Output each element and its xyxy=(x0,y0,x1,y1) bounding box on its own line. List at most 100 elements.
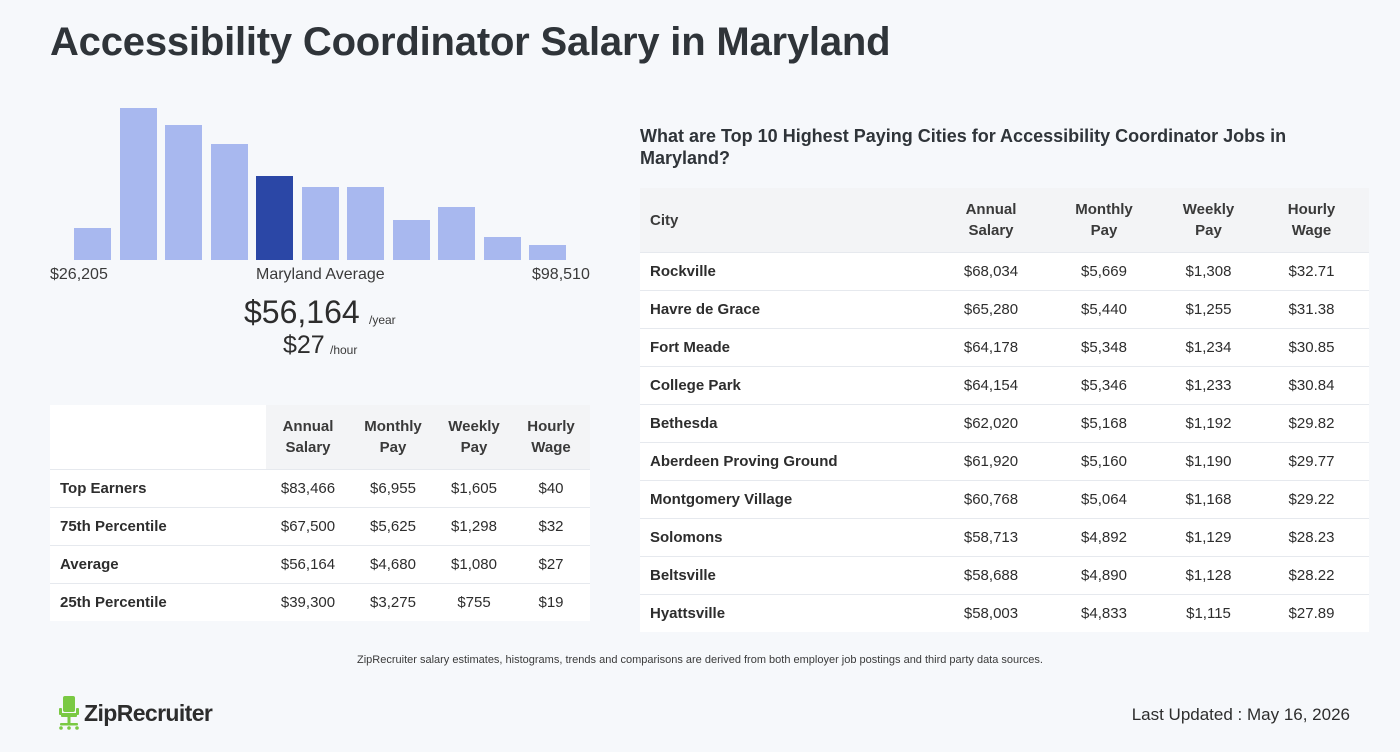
table-cell: $5,160 xyxy=(1045,442,1163,481)
logo-wordmark: ZipRecruiter xyxy=(84,699,213,726)
table-cell: $1,234 xyxy=(1163,328,1254,367)
table-row: Fort Meade $64,178 $5,348 $1,234 $30.85 xyxy=(640,328,1369,367)
table-cell: $4,890 xyxy=(1045,556,1163,595)
column-header-line: Annual xyxy=(965,201,1017,218)
row-label: Montgomery Village xyxy=(640,480,937,519)
table-cell: $60,768 xyxy=(937,480,1045,519)
row-label: Hyattsville xyxy=(640,594,937,632)
histogram-bar xyxy=(347,187,384,260)
table-cell: $1,233 xyxy=(1163,366,1254,405)
table-cell: $19 xyxy=(512,583,590,621)
column-header: Annual Salary xyxy=(937,188,1045,253)
table-row: Montgomery Village $60,768 $5,064 $1,168 $29… xyxy=(640,480,1369,519)
table-row: Aberdeen Proving Ground $61,920 $5,160 $1,1… xyxy=(640,442,1369,481)
histogram-max-label: $98,510 xyxy=(532,266,590,283)
column-header: Weekly Pay xyxy=(1163,188,1254,253)
table-cell: $1,192 xyxy=(1163,404,1254,443)
table-cell: $1,308 xyxy=(1163,252,1254,291)
ziprecruiter-logo[interactable]: ZipRecruiter xyxy=(58,695,213,731)
table-row: Top Earners $83,466 $6,955 $1,605 $40 xyxy=(50,469,590,508)
table-cell: $27 xyxy=(512,545,590,584)
table-cell: $32 xyxy=(512,507,590,546)
column-header-line: Pay xyxy=(379,439,407,456)
column-header-line: Weekly xyxy=(1182,201,1235,218)
histogram-bar-average xyxy=(256,176,293,260)
column-header: Hourly Wage xyxy=(1254,188,1369,253)
table-cell: $30.85 xyxy=(1254,328,1369,367)
table-cell: $83,466 xyxy=(266,469,350,508)
column-header-line: Salary xyxy=(285,439,331,456)
row-label: 25th Percentile xyxy=(50,583,266,621)
table-cell: $6,955 xyxy=(350,469,436,508)
table-cell: $58,003 xyxy=(937,594,1045,632)
column-header-line: Pay xyxy=(1090,222,1118,239)
table-cell: $64,178 xyxy=(937,328,1045,367)
histogram-bar xyxy=(165,125,202,260)
table-cell: $58,688 xyxy=(937,556,1045,595)
top-cities-table: City Annual Salary Monthly Pay Weekly Pay Hour… xyxy=(640,188,1369,632)
table-cell: $27.89 xyxy=(1254,594,1369,632)
annual-unit: /year xyxy=(369,313,396,327)
percentile-table: Annual Salary Monthly Pay Weekly Pay Hourly Wag… xyxy=(50,405,590,621)
table-cell: $64,154 xyxy=(937,366,1045,405)
table-row: Beltsville $58,688 $4,890 $1,128 $28.22 xyxy=(640,556,1369,595)
blank-header-cell xyxy=(50,405,266,470)
histogram-bar xyxy=(483,237,521,260)
table-cell: $5,064 xyxy=(1045,480,1163,519)
cities-heading: What are Top 10 Highest Paying Cities fo… xyxy=(640,126,1287,168)
table-cell: $4,833 xyxy=(1045,594,1163,632)
histogram-bar xyxy=(210,144,248,260)
row-label: Rockville xyxy=(640,252,937,291)
table-row: 25th Percentile $39,300 $3,275 $755 $19 xyxy=(50,583,590,621)
table-cell: $28.22 xyxy=(1254,556,1369,595)
table-cell: $1,605 xyxy=(436,469,512,508)
column-header-line: Monthly xyxy=(364,418,422,435)
histogram-min-label: $26,205 xyxy=(50,266,108,283)
table-cell: $3,275 xyxy=(350,583,436,621)
table-row: Solomons $58,713 $4,892 $1,129 $28.23 xyxy=(640,518,1369,557)
table-cell: $5,625 xyxy=(350,507,436,546)
table-cell: $56,164 xyxy=(266,545,350,584)
table-cell: $1,115 xyxy=(1163,594,1254,632)
table-cell: $67,500 xyxy=(266,507,350,546)
percentile-table-header: Annual Salary Monthly Pay Weekly Pay Hourly Wag… xyxy=(50,405,590,470)
column-header-line: Wage xyxy=(1291,222,1332,239)
table-cell: $5,440 xyxy=(1045,290,1163,329)
table-cell: $32.71 xyxy=(1254,252,1369,291)
histogram-bar xyxy=(74,228,111,260)
table-cell: $1,255 xyxy=(1163,290,1254,329)
table-cell: $30.84 xyxy=(1254,366,1369,405)
table-row: 75th Percentile $67,500 $5,625 $1,298 $32 xyxy=(50,507,590,546)
table-cell: $29.22 xyxy=(1254,480,1369,519)
column-header: Monthly Pay xyxy=(1045,188,1163,253)
table-cell: $29.82 xyxy=(1254,404,1369,443)
table-cell: $4,892 xyxy=(1045,518,1163,557)
column-header: Annual Salary xyxy=(266,405,350,470)
row-label: Solomons xyxy=(640,518,937,557)
column-header: Weekly Pay xyxy=(436,405,512,470)
table-cell: $1,298 xyxy=(436,507,512,546)
data-source-disclaimer: ZipRecruiter salary estimates, histogram… xyxy=(357,654,1043,666)
column-header-line: Hourly xyxy=(527,418,575,435)
row-label: Beltsville xyxy=(640,556,937,595)
table-cell: $1,080 xyxy=(436,545,512,584)
last-updated: Last Updated : May 16, 2026 xyxy=(1131,705,1350,724)
row-label: Top Earners xyxy=(50,469,266,508)
row-label: Havre de Grace xyxy=(640,290,937,329)
row-label: Fort Meade xyxy=(640,328,937,367)
table-cell: $1,129 xyxy=(1163,518,1254,557)
histogram-bar xyxy=(301,187,339,260)
column-header-line: Annual xyxy=(282,418,334,435)
table-cell: $68,034 xyxy=(937,252,1045,291)
row-label: 75th Percentile xyxy=(50,507,266,546)
column-header-line: Wage xyxy=(531,439,571,456)
table-cell: $61,920 xyxy=(937,442,1045,481)
table-cell: $40 xyxy=(512,469,590,508)
column-header-line: Weekly xyxy=(448,418,500,435)
table-cell: $39,300 xyxy=(266,583,350,621)
column-header-line: Salary xyxy=(968,222,1014,239)
row-label: Average xyxy=(50,545,266,584)
table-row: Hyattsville $58,003 $4,833 $1,115 $27.89 xyxy=(640,594,1369,632)
hourly-unit: /hour xyxy=(330,343,358,357)
table-cell: $1,190 xyxy=(1163,442,1254,481)
